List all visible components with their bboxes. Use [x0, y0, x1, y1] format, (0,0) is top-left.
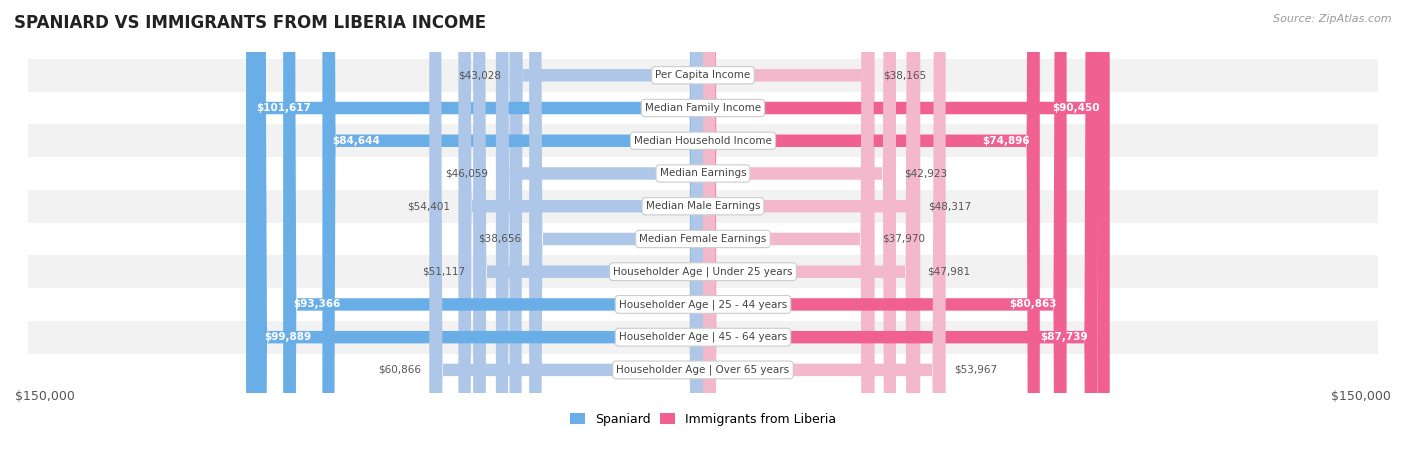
- Text: Householder Age | Under 25 years: Householder Age | Under 25 years: [613, 267, 793, 277]
- Text: $80,863: $80,863: [1010, 299, 1056, 310]
- Bar: [28, 157, 1378, 190]
- FancyBboxPatch shape: [703, 0, 1098, 467]
- Text: Per Capita Income: Per Capita Income: [655, 70, 751, 80]
- Bar: [28, 190, 1378, 223]
- FancyBboxPatch shape: [496, 0, 703, 467]
- Text: $99,889: $99,889: [264, 332, 311, 342]
- Text: $74,896: $74,896: [981, 136, 1029, 146]
- Text: $90,450: $90,450: [1052, 103, 1099, 113]
- Text: $60,866: $60,866: [378, 365, 422, 375]
- Text: $38,165: $38,165: [883, 70, 925, 80]
- Text: Householder Age | 25 - 44 years: Householder Age | 25 - 44 years: [619, 299, 787, 310]
- Bar: [28, 321, 1378, 354]
- FancyBboxPatch shape: [703, 0, 921, 467]
- Text: $48,317: $48,317: [928, 201, 972, 211]
- Text: $150,000: $150,000: [1331, 390, 1391, 403]
- Text: $42,923: $42,923: [904, 169, 948, 178]
- Text: $53,967: $53,967: [953, 365, 997, 375]
- FancyBboxPatch shape: [703, 0, 1109, 467]
- FancyBboxPatch shape: [474, 0, 703, 467]
- FancyBboxPatch shape: [283, 0, 703, 467]
- FancyBboxPatch shape: [703, 0, 896, 467]
- Text: Median Female Earnings: Median Female Earnings: [640, 234, 766, 244]
- Text: SPANIARD VS IMMIGRANTS FROM LIBERIA INCOME: SPANIARD VS IMMIGRANTS FROM LIBERIA INCO…: [14, 14, 486, 32]
- Legend: Spaniard, Immigrants from Liberia: Spaniard, Immigrants from Liberia: [565, 408, 841, 431]
- Text: Householder Age | 45 - 64 years: Householder Age | 45 - 64 years: [619, 332, 787, 342]
- Bar: [28, 223, 1378, 255]
- Bar: [28, 255, 1378, 288]
- Text: $84,644: $84,644: [332, 136, 381, 146]
- Text: Source: ZipAtlas.com: Source: ZipAtlas.com: [1274, 14, 1392, 24]
- Text: $43,028: $43,028: [458, 70, 502, 80]
- Text: $47,981: $47,981: [927, 267, 970, 276]
- FancyBboxPatch shape: [246, 0, 703, 467]
- FancyBboxPatch shape: [703, 0, 918, 467]
- FancyBboxPatch shape: [703, 0, 875, 467]
- FancyBboxPatch shape: [703, 0, 946, 467]
- FancyBboxPatch shape: [703, 0, 873, 467]
- Text: $93,366: $93,366: [294, 299, 340, 310]
- Text: $87,739: $87,739: [1040, 332, 1087, 342]
- Bar: [28, 288, 1378, 321]
- FancyBboxPatch shape: [509, 0, 703, 467]
- Text: Median Earnings: Median Earnings: [659, 169, 747, 178]
- Text: Householder Age | Over 65 years: Householder Age | Over 65 years: [616, 365, 790, 375]
- Text: Median Male Earnings: Median Male Earnings: [645, 201, 761, 211]
- FancyBboxPatch shape: [429, 0, 703, 467]
- Text: $54,401: $54,401: [408, 201, 450, 211]
- Text: Median Household Income: Median Household Income: [634, 136, 772, 146]
- Text: $46,059: $46,059: [444, 169, 488, 178]
- Text: $37,970: $37,970: [882, 234, 925, 244]
- FancyBboxPatch shape: [529, 0, 703, 467]
- Bar: [28, 124, 1378, 157]
- Text: $101,617: $101,617: [256, 103, 311, 113]
- FancyBboxPatch shape: [458, 0, 703, 467]
- Text: Median Family Income: Median Family Income: [645, 103, 761, 113]
- Bar: [28, 354, 1378, 386]
- Text: $38,656: $38,656: [478, 234, 522, 244]
- FancyBboxPatch shape: [703, 0, 1040, 467]
- FancyBboxPatch shape: [322, 0, 703, 467]
- FancyBboxPatch shape: [254, 0, 703, 467]
- Bar: [28, 92, 1378, 124]
- Text: $51,117: $51,117: [422, 267, 465, 276]
- FancyBboxPatch shape: [703, 0, 1067, 467]
- Bar: [28, 59, 1378, 92]
- Text: $150,000: $150,000: [15, 390, 75, 403]
